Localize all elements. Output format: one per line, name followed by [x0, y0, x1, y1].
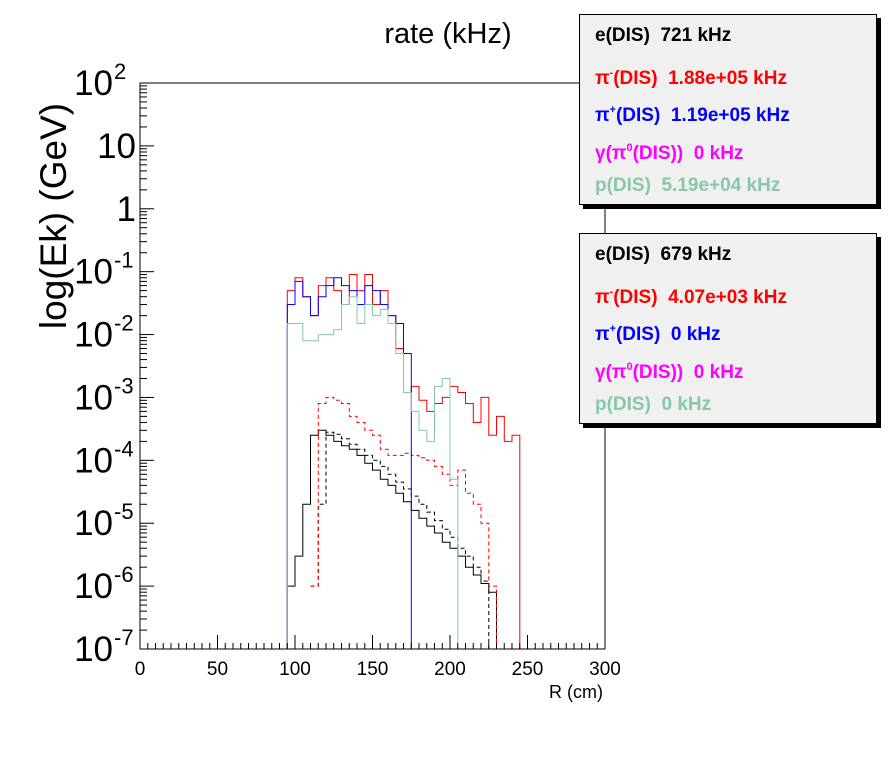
legend-entry: π-(DIS) 1.88e+05 kHz [595, 55, 876, 93]
legend-entry: γ(π0(DIS)) 0 kHz [595, 349, 876, 387]
legend-box-2: e(DIS) 679 kHz π-(DIS) 4.07e+03 kHz π+(DIS… [579, 233, 877, 424]
legend-source: (DIS)) [632, 361, 684, 383]
axis-layer: 0 50 100 150 200 250 30010-710-610-510-410-310… [74, 59, 621, 680]
legend-rate: 5.19e+04 kHz [650, 175, 781, 197]
legend-particle: π [595, 67, 610, 89]
y-tick-label: 10 [74, 567, 113, 606]
legend-particle: e(DIS) [595, 244, 650, 265]
plot-frame [139, 82, 606, 650]
legend-box-1: e(DIS) 721 kHz π-(DIS) 1.88e+05 kHz π+(DIS… [579, 14, 877, 205]
histogram-series-5 [279, 277, 419, 650]
legend-source: (DIS) [613, 286, 658, 308]
y-tick-label: 10 [74, 378, 113, 417]
legend-rate: 721 kHz [649, 25, 732, 46]
legend-rate: 679 kHz [649, 244, 732, 265]
histogram-series-1 [279, 429, 512, 650]
legend-entry: π-(DIS) 4.07e+03 kHz [595, 274, 876, 312]
legend-rate: 0 kHz [683, 361, 744, 383]
legend-rate: 0 kHz [650, 394, 712, 416]
legend-particle: π [595, 286, 610, 308]
legend-entry: e(DIS) 721 kHz [595, 17, 876, 55]
y-tick-exponent: -5 [114, 499, 134, 524]
legend-source: (DIS) [613, 67, 658, 89]
legend-source: (DIS) [615, 105, 661, 127]
y-tick-label: 10 [74, 64, 113, 103]
legend-entry: e(DIS) 679 kHz [595, 236, 876, 274]
legend-rate: 4.07e+03 kHz [657, 286, 787, 308]
x-tick-label: 0 [135, 659, 146, 680]
y-tick-exponent: 2 [114, 59, 126, 84]
y-tick-exponent: -1 [114, 248, 134, 273]
y-tick-label: 10 [74, 630, 113, 669]
legend-particle: γ(π [595, 142, 627, 164]
legend-entry: π+(DIS) 0 kHz [595, 311, 876, 349]
y-tick-exponent: -7 [114, 625, 134, 650]
legend-rate: 1.19e+05 kHz [660, 105, 790, 127]
legend-entry: p(DIS) 5.19e+04 kHz [595, 167, 876, 205]
legend-entry: p(DIS) 0 kHz [595, 386, 876, 424]
y-tick-label: 10 [74, 253, 113, 292]
histogram-series-2 [310, 431, 505, 650]
x-tick-label: 250 [512, 659, 544, 680]
legend-particle: p(DIS) [595, 394, 651, 416]
y-axis-label: log(Ek) (GeV) [33, 103, 74, 329]
y-tick-exponent: -4 [114, 436, 134, 461]
chart-title: rate (kHz) [384, 18, 511, 50]
y-tick-label: 10 [74, 316, 113, 355]
legend-charge: 0 [626, 141, 633, 154]
legend-particle: e(DIS) [595, 25, 650, 46]
y-tick-label: 10 [74, 441, 113, 480]
legend-entry: γ(π0(DIS)) 0 kHz [595, 130, 876, 168]
legend-charge: - [609, 66, 614, 79]
histogram-series-4 [310, 396, 505, 650]
x-tick-label: 200 [434, 659, 466, 680]
legend-source: (DIS) [615, 324, 661, 346]
y-tick-label: 1 [117, 190, 136, 229]
histogram-series-6 [279, 296, 466, 650]
x-tick-label: 100 [279, 659, 311, 680]
legend-rate: 1.88e+05 kHz [657, 67, 787, 89]
y-tick-exponent: -2 [114, 311, 134, 336]
legend-charge: + [609, 104, 616, 117]
x-tick-label: 50 [207, 659, 228, 680]
y-tick-exponent: -6 [114, 562, 134, 587]
legend-entry: π+(DIS) 1.19e+05 kHz [595, 92, 876, 130]
y-tick-exponent: -3 [114, 373, 134, 398]
legend-particle: π [595, 105, 610, 127]
x-tick-label: 300 [589, 659, 621, 680]
x-tick-label: 150 [357, 659, 389, 680]
series-layer [279, 274, 528, 650]
legend-source: (DIS)) [632, 142, 684, 164]
legend-particle: γ(π [595, 361, 627, 383]
legend-rate: 0 kHz [683, 142, 744, 164]
y-tick-label: 10 [97, 127, 136, 166]
legend-charge: + [609, 323, 616, 336]
legend-charge: - [609, 285, 614, 298]
legend-particle: π [595, 324, 610, 346]
x-axis-label: R (cm) [549, 682, 603, 702]
legend-particle: p(DIS) [595, 175, 651, 197]
legend-rate: 0 kHz [660, 324, 721, 346]
y-tick-label: 10 [74, 504, 113, 543]
legend-charge: 0 [626, 360, 633, 373]
